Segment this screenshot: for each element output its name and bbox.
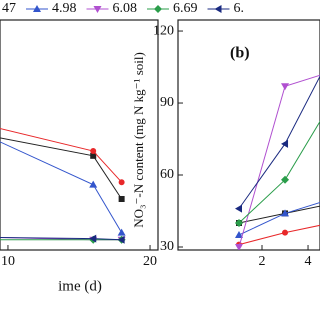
- x-tick-label: 20: [143, 254, 157, 269]
- x-tick-label: 4: [305, 254, 312, 269]
- legend-marker: [154, 5, 162, 13]
- series-line: [0, 128, 122, 183]
- legend-label: 4.98: [52, 1, 77, 16]
- data-point: [118, 196, 125, 203]
- data-point: [281, 209, 290, 217]
- data-point: [89, 180, 98, 188]
- y-tick-label: 60: [160, 167, 174, 182]
- series-line: [0, 141, 123, 233]
- y-tick-label: 120: [153, 23, 174, 38]
- data-point: [117, 235, 125, 244]
- panel-label: (b): [230, 45, 250, 62]
- data-point: [281, 175, 290, 184]
- plot-frame: [177, 19, 320, 251]
- series-line: [0, 137, 123, 200]
- y-axis-title: NO₃⁻-N content (mg N kg⁻¹ soil): [131, 52, 146, 228]
- legend-label: 6.69: [173, 1, 198, 16]
- data-point: [282, 229, 289, 236]
- plot-frame: [0, 19, 159, 251]
- plot-area: [0, 128, 126, 244]
- data-point: [118, 179, 125, 186]
- data-point: [234, 219, 243, 228]
- legend-marker: [33, 5, 41, 12]
- legend-label: 6.08: [113, 1, 138, 16]
- x-tick-label: 10: [1, 254, 15, 269]
- legend-label: 47: [2, 1, 16, 16]
- data-point: [234, 231, 243, 239]
- data-point: [281, 83, 290, 91]
- x-tick-label: 2: [259, 254, 266, 269]
- data-point: [90, 152, 97, 159]
- data-point: [117, 228, 126, 236]
- legend-label: 6.: [234, 1, 245, 16]
- data-point: [234, 204, 242, 213]
- y-tick-label: 30: [160, 239, 174, 254]
- data-point: [234, 244, 243, 250]
- data-point: [89, 234, 97, 243]
- data-point: [281, 139, 289, 148]
- y-tick-label: 90: [160, 95, 174, 110]
- legend-marker: [214, 5, 222, 13]
- plot-area: [234, 74, 320, 250]
- legend-marker: [93, 6, 102, 13]
- x-axis-title: ime (d): [58, 278, 102, 294]
- data-point: [90, 148, 97, 155]
- series-line: [238, 224, 320, 246]
